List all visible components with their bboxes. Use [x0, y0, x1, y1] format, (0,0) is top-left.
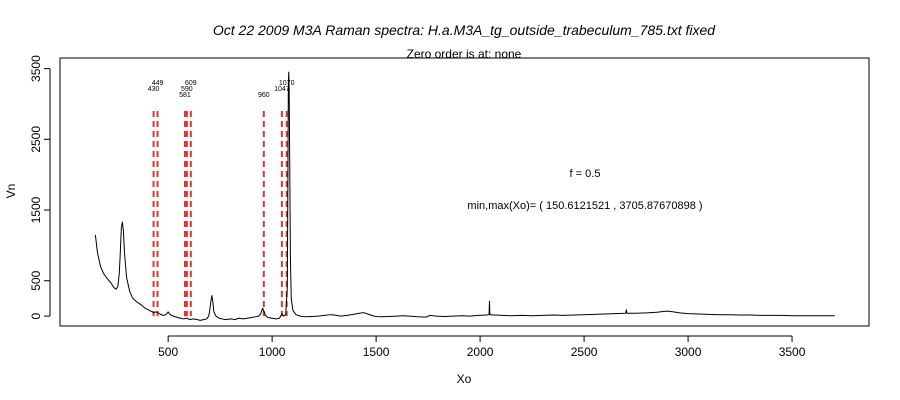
x-axis: 500 1000 1500 2000 2500 3000 3500 — [158, 335, 806, 359]
y-axis-label: Vn — [4, 184, 18, 199]
peak-marker-label: 1070 — [279, 80, 295, 87]
peak-marker-label: 449 — [152, 80, 164, 87]
y-tick-label: 3500 — [29, 55, 43, 82]
chart-subtitle: Zero order is at: none — [407, 47, 522, 61]
chart-title: Oct 22 2009 M3A Raman spectra: H.a.M3A_t… — [213, 22, 716, 38]
y-tick-label: 0 — [29, 312, 43, 319]
peak-marker-label: 609 — [185, 80, 197, 87]
y-tick-label: 2500 — [29, 126, 43, 153]
peak-marker-label: 430 — [148, 86, 160, 93]
x-tick-label: 3500 — [779, 345, 806, 359]
x-tick-label: 2500 — [571, 345, 598, 359]
series-layer — [94, 71, 835, 321]
y-tick-label: 500 — [29, 270, 43, 290]
peak-marker-label: 1047 — [274, 86, 290, 93]
x-tick-label: 1000 — [259, 345, 286, 359]
x-tick-label: 3000 — [675, 345, 702, 359]
plot-frame — [59, 57, 870, 327]
peak-marker-label: 960 — [258, 92, 270, 99]
y-tick-label: 1500 — [29, 196, 43, 223]
f-annotation: f = 0.5 — [570, 168, 601, 180]
x-axis-label: Xo — [457, 372, 472, 386]
x-tick-label: 500 — [158, 345, 178, 359]
x-tick-label: 1500 — [363, 345, 390, 359]
y-axis: 0 500 1500 2500 3500 — [29, 55, 51, 319]
peak-marker-label: 590 — [181, 86, 193, 93]
spectrum-line — [94, 71, 835, 321]
minmax-annotation: min,max(Xo)= ( 150.6121521 , 3705.876708… — [467, 200, 702, 212]
x-tick-label: 2000 — [467, 345, 494, 359]
peak-marker-label: 581 — [179, 92, 191, 99]
